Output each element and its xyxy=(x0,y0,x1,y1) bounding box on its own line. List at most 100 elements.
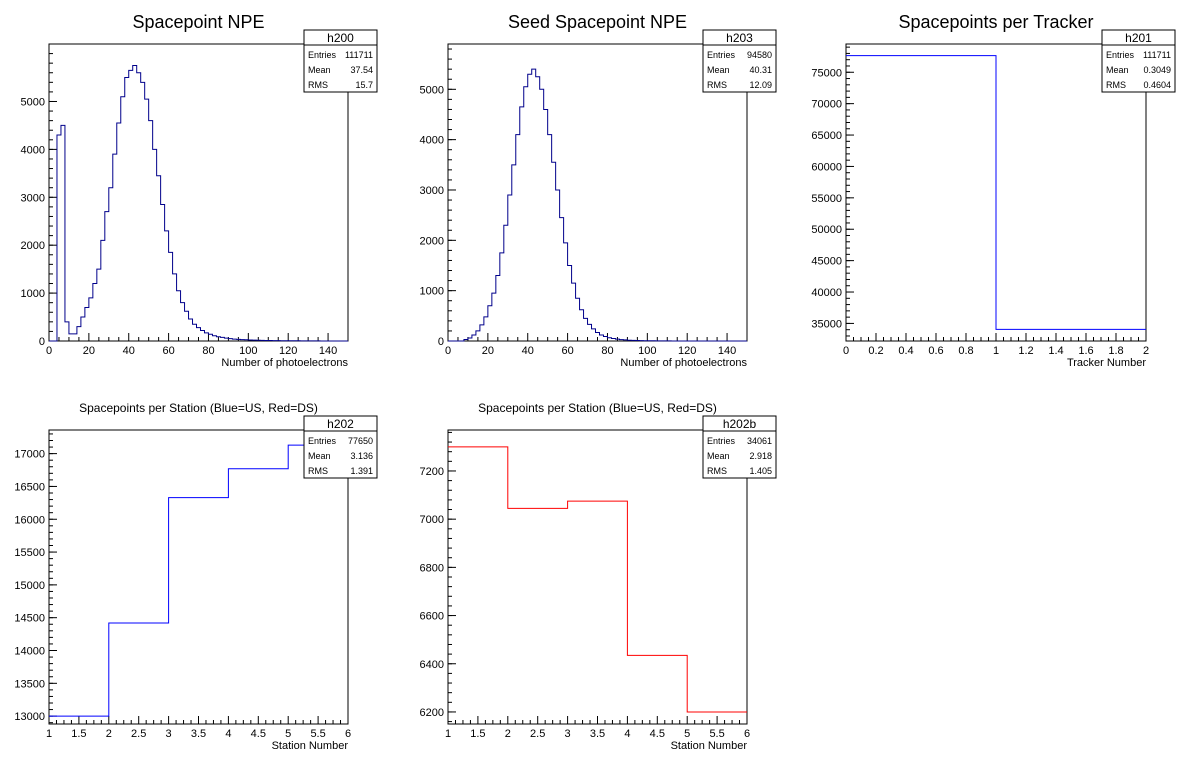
stats-key: Mean xyxy=(707,65,730,75)
x-tick-label: 5 xyxy=(684,728,690,740)
stats-key: RMS xyxy=(707,466,727,476)
y-tick-label: 7200 xyxy=(420,466,444,478)
y-tick-label: 50000 xyxy=(811,224,842,236)
x-tick-label: 4 xyxy=(225,728,231,740)
y-tick-label: 4000 xyxy=(21,144,45,156)
chart-title: Seed Spacepoint NPE xyxy=(508,12,687,32)
chart-h202b: Spacepoints per Station (Blue=US, Red=DS… xyxy=(420,401,777,752)
x-tick-label: 1.4 xyxy=(1048,345,1063,357)
y-tick-label: 45000 xyxy=(811,256,842,268)
y-tick-label: 14000 xyxy=(14,646,45,658)
x-tick-label: 0.4 xyxy=(898,345,913,357)
chart-h201: Spacepoints per Tracker 0 0.2 0.4 0.6 0.8 1 1.2… xyxy=(811,12,1176,369)
stats-name: h202b xyxy=(723,417,757,431)
stats-value: 3.136 xyxy=(350,451,373,461)
x-tick-label: 3.5 xyxy=(590,728,605,740)
x-tick-label: 4.5 xyxy=(650,728,665,740)
stats-key: RMS xyxy=(1106,80,1126,90)
stats-key: RMS xyxy=(707,80,727,90)
x-tick-label: 4 xyxy=(624,728,630,740)
chart-title: Spacepoints per Station (Blue=US, Red=DS… xyxy=(79,401,318,415)
y-tick-label: 35000 xyxy=(811,318,842,330)
x-tick-label: 1 xyxy=(46,728,52,740)
stats-key: Entries xyxy=(1106,50,1135,60)
y-tick-label: 6200 xyxy=(420,707,444,719)
y-tick-label: 0 xyxy=(438,336,444,348)
y-tick-label: 60000 xyxy=(811,161,842,173)
x-tick-label: 6 xyxy=(744,728,750,740)
y-tick-label: 1000 xyxy=(21,288,45,300)
histogram-line xyxy=(49,444,348,717)
x-tick-label: 1.5 xyxy=(470,728,485,740)
stats-key: Entries xyxy=(707,436,736,446)
y-tick-label: 15500 xyxy=(14,547,45,559)
y-tick-label: 65000 xyxy=(811,130,842,142)
stats-value: 0.4604 xyxy=(1143,80,1171,90)
plot-frame xyxy=(48,43,349,342)
chart-h203: Seed Spacepoint NPE 0 20 40 60 80 100 120 140 0 10… xyxy=(420,12,777,369)
x-axis-label: Number of photoelectrons xyxy=(620,357,747,369)
x-tick-label: 0 xyxy=(46,345,52,357)
stats-key: Mean xyxy=(308,65,331,75)
y-tick-label: 6600 xyxy=(420,611,444,623)
x-tick-label: 120 xyxy=(678,345,696,357)
stats-value: 40.31 xyxy=(749,65,772,75)
x-tick-label: 1.6 xyxy=(1078,345,1093,357)
x-tick-label: 2.5 xyxy=(131,728,146,740)
stats-frame xyxy=(702,29,777,93)
y-tick-label: 3000 xyxy=(420,185,444,197)
y-tick-label: 70000 xyxy=(811,99,842,111)
stats-value: 77650 xyxy=(348,436,373,446)
x-tick-label: 6 xyxy=(345,728,351,740)
histogram-line xyxy=(846,55,1146,330)
stats-key: Entries xyxy=(308,436,337,446)
y-tick-label: 0 xyxy=(39,336,45,348)
y-tick-label: 6400 xyxy=(420,659,444,671)
x-tick-label: 140 xyxy=(718,345,736,357)
stats-name: h203 xyxy=(726,31,753,45)
y-tick-label: 6800 xyxy=(420,562,444,574)
x-tick-label: 1 xyxy=(993,345,999,357)
x-tick-label: 1.2 xyxy=(1018,345,1033,357)
y-tick-label: 5000 xyxy=(21,96,45,108)
x-tick-label: 80 xyxy=(601,345,613,357)
x-tick-label: 5 xyxy=(285,728,291,740)
stats-key: Mean xyxy=(707,451,730,461)
x-tick-label: 40 xyxy=(123,345,135,357)
stats-value: 12.09 xyxy=(749,80,772,90)
plot-frame xyxy=(447,429,748,725)
stats-name: h200 xyxy=(327,31,354,45)
y-tick-label: 16000 xyxy=(14,514,45,526)
x-tick-label: 3 xyxy=(166,728,172,740)
x-tick-label: 20 xyxy=(83,345,95,357)
x-tick-label: 1.8 xyxy=(1108,345,1123,357)
y-tick-label: 75000 xyxy=(811,67,842,79)
stats-key: Mean xyxy=(308,451,331,461)
y-tick-label: 7000 xyxy=(420,514,444,526)
x-tick-label: 0 xyxy=(445,345,451,357)
x-tick-label: 2.5 xyxy=(530,728,545,740)
x-tick-label: 2 xyxy=(505,728,511,740)
stats-frame xyxy=(702,415,777,479)
chart-title: Spacepoints per Station (Blue=US, Red=DS… xyxy=(478,401,717,415)
x-axis-label: Station Number xyxy=(671,740,748,752)
x-axis-label: Number of photoelectrons xyxy=(221,357,348,369)
histogram-line xyxy=(448,68,747,342)
x-tick-label: 140 xyxy=(319,345,337,357)
x-tick-label: 120 xyxy=(279,345,297,357)
chart-title: Spacepoints per Tracker xyxy=(898,12,1093,32)
plot-frame xyxy=(48,429,349,725)
x-tick-label: 1 xyxy=(445,728,451,740)
stats-key: Mean xyxy=(1106,65,1129,75)
stats-value: 94580 xyxy=(747,50,772,60)
stats-value: 0.3049 xyxy=(1143,65,1171,75)
x-axis-label: Tracker Number xyxy=(1067,357,1146,369)
y-tick-label: 4000 xyxy=(420,135,444,147)
stats-key: Entries xyxy=(707,50,736,60)
stats-key: RMS xyxy=(308,80,328,90)
y-tick-label: 2000 xyxy=(420,235,444,247)
y-tick-label: 16500 xyxy=(14,481,45,493)
stats-name: h202 xyxy=(327,417,354,431)
x-tick-label: 20 xyxy=(482,345,494,357)
stats-value: 1.391 xyxy=(350,466,373,476)
